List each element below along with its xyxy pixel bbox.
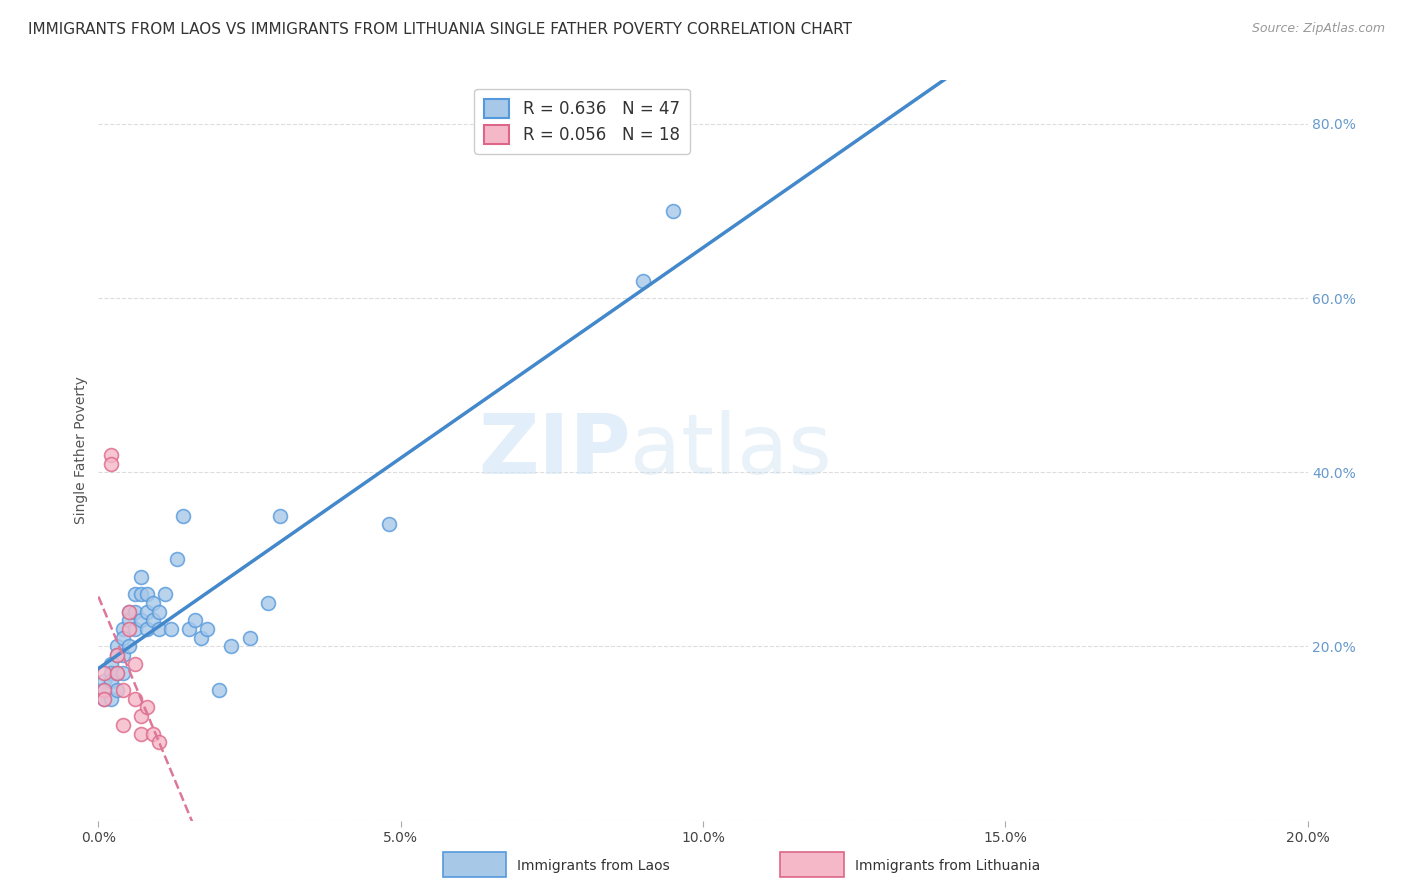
Point: [256, 596, 278, 610]
Point: [100, 674, 122, 689]
Point: [124, 587, 146, 601]
Point: [190, 631, 212, 645]
Legend: R = 0.636   N = 47, R = 0.056   N = 18: R = 0.636 N = 47, R = 0.056 N = 18: [474, 88, 690, 153]
Point: [377, 517, 399, 532]
Point: [124, 691, 146, 706]
Point: [118, 613, 141, 627]
Point: [142, 596, 165, 610]
Point: [166, 552, 188, 566]
Point: [148, 735, 170, 749]
Point: [111, 648, 134, 662]
Point: [172, 508, 194, 523]
Point: [239, 631, 262, 645]
Point: [100, 457, 122, 471]
Point: [129, 570, 152, 584]
Y-axis label: Single Father Poverty: Single Father Poverty: [75, 376, 89, 524]
Point: [93, 683, 115, 698]
Point: [105, 665, 128, 680]
Point: [135, 700, 157, 714]
Point: [148, 622, 170, 636]
Point: [160, 622, 183, 636]
Point: [269, 508, 291, 523]
Point: [184, 613, 207, 627]
Point: [129, 726, 152, 740]
Point: [135, 622, 157, 636]
Point: [105, 683, 128, 698]
Point: [105, 640, 128, 654]
Point: [111, 683, 134, 698]
Point: [124, 605, 146, 619]
Point: [93, 674, 115, 689]
Point: [118, 605, 141, 619]
Point: [129, 613, 152, 627]
Point: [93, 691, 115, 706]
Point: [100, 448, 122, 462]
Point: [195, 622, 218, 636]
Point: [111, 665, 134, 680]
Point: [631, 274, 654, 288]
Point: [111, 622, 134, 636]
Point: [124, 622, 146, 636]
Point: [221, 640, 243, 654]
Point: [118, 640, 141, 654]
Point: [111, 718, 134, 732]
Point: [93, 691, 115, 706]
Point: [135, 587, 157, 601]
Point: [179, 622, 201, 636]
Point: [142, 726, 165, 740]
Point: [135, 605, 157, 619]
Text: ZIP: ZIP: [478, 410, 630, 491]
Point: [129, 709, 152, 723]
Point: [100, 657, 122, 671]
Point: [662, 203, 685, 218]
Point: [118, 622, 141, 636]
Point: [208, 683, 231, 698]
Point: [100, 691, 122, 706]
Point: [100, 665, 122, 680]
Point: [153, 587, 176, 601]
Text: atlas: atlas: [630, 410, 832, 491]
Point: [118, 605, 141, 619]
Point: [111, 631, 134, 645]
Point: [105, 665, 128, 680]
Text: IMMIGRANTS FROM LAOS VS IMMIGRANTS FROM LITHUANIA SINGLE FATHER POVERTY CORRELAT: IMMIGRANTS FROM LAOS VS IMMIGRANTS FROM …: [28, 22, 852, 37]
Point: [148, 605, 170, 619]
Text: Immigrants from Lithuania: Immigrants from Lithuania: [855, 859, 1040, 873]
Text: Source: ZipAtlas.com: Source: ZipAtlas.com: [1251, 22, 1385, 36]
Point: [93, 665, 115, 680]
Point: [142, 613, 165, 627]
Point: [93, 683, 115, 698]
Point: [105, 648, 128, 662]
Point: [105, 648, 128, 662]
Point: [124, 657, 146, 671]
Point: [129, 587, 152, 601]
Text: Immigrants from Laos: Immigrants from Laos: [517, 859, 671, 873]
